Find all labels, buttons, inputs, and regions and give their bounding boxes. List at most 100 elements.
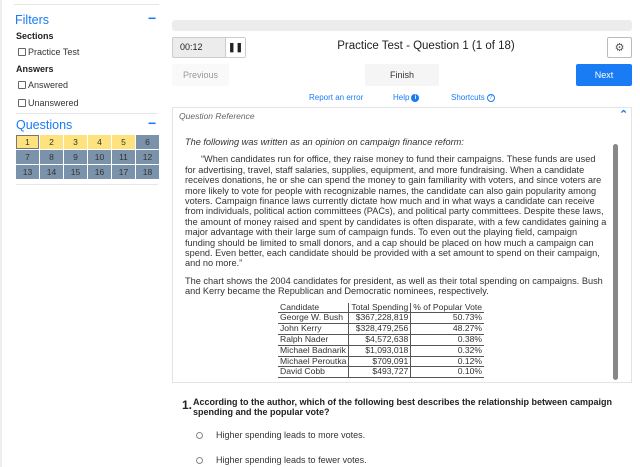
finish-button[interactable]: Finish bbox=[365, 64, 439, 86]
checkbox[interactable] bbox=[18, 48, 26, 56]
question-3-button[interactable]: 3 bbox=[64, 135, 87, 149]
progress-bar bbox=[172, 20, 632, 31]
option-label: Higher spending leads to more votes. bbox=[216, 430, 366, 440]
question-grid: 1 2 3 4 5 6 7 8 9 10 11 12 13 14 15 16 17 18 bbox=[16, 135, 159, 179]
table-cell: Michael Badnarik bbox=[278, 345, 349, 357]
table-cell: 0.12% bbox=[410, 356, 485, 368]
checkbox[interactable] bbox=[18, 81, 26, 89]
question-12-button[interactable]: 12 bbox=[136, 150, 159, 164]
divider bbox=[16, 184, 158, 185]
answer-option[interactable]: Higher spending leads to fewer votes. bbox=[196, 455, 367, 465]
table-cell: George W. Bush bbox=[278, 313, 349, 325]
help-link[interactable]: Help i bbox=[393, 93, 420, 102]
radio-button[interactable] bbox=[196, 456, 203, 464]
table-row: Ralph Nader $4,572,638 0.38% bbox=[278, 334, 485, 346]
table-row: David Cobb $493,727 0.10% bbox=[278, 367, 485, 379]
checkbox-label: Unanswered bbox=[28, 98, 79, 108]
answers-label: Answers bbox=[16, 64, 54, 74]
link-label: Help bbox=[393, 93, 410, 102]
question-11-button[interactable]: 11 bbox=[112, 150, 135, 164]
question-18-button[interactable]: 18 bbox=[136, 165, 159, 179]
table-cell: Ralph Nader bbox=[278, 334, 349, 346]
table-cell: Michael Peroutka bbox=[278, 356, 349, 368]
chart-intro: The chart shows the 2004 candidates for … bbox=[185, 275, 603, 297]
questions-title: Questions bbox=[16, 118, 73, 132]
table-row: John Kerry $328,479,256 48.27% bbox=[278, 323, 485, 336]
table-cell: 0.10% bbox=[410, 367, 485, 379]
timer: 00:12 ❚❚ bbox=[172, 37, 246, 58]
question-9-button[interactable]: 9 bbox=[64, 150, 87, 164]
radio-button[interactable] bbox=[196, 431, 203, 439]
table-cell: David Cobb bbox=[278, 367, 349, 379]
sections-label: Sections bbox=[16, 31, 54, 41]
previous-button[interactable]: Previous bbox=[172, 64, 229, 86]
question-number: 1. bbox=[182, 398, 193, 412]
question-2-button[interactable]: 2 bbox=[40, 135, 63, 149]
question-17-button[interactable]: 17 bbox=[112, 165, 135, 179]
option-label: Higher spending leads to fewer votes. bbox=[216, 455, 367, 465]
page-title: Practice Test - Question 1 (1 of 18) bbox=[337, 40, 515, 52]
table-row: George W. Bush $367,228,819 50.73% bbox=[278, 313, 485, 325]
table-cell: 50.73% bbox=[410, 313, 485, 325]
collapse-reference-button[interactable]: ⌃ bbox=[619, 108, 628, 121]
spending-table: Candidate Total Spending% of Popular Vote… bbox=[278, 302, 485, 379]
question-10-button[interactable]: 10 bbox=[88, 150, 111, 164]
sidebar: Filters − Sections Practice Test Answers… bbox=[0, 0, 162, 467]
question-5-button[interactable]: 5 bbox=[112, 135, 135, 149]
table-row: Michael Peroutka $709,091 0.12% bbox=[278, 356, 485, 368]
table-row: Michael Badnarik $1,093,018 0.32% bbox=[278, 345, 485, 357]
divider bbox=[14, 4, 159, 5]
filter-practice-test[interactable]: Practice Test bbox=[18, 47, 79, 57]
link-label: Shortcuts bbox=[451, 93, 485, 102]
question-6-button[interactable]: 6 bbox=[136, 135, 159, 149]
table-cell: $367,228,819 bbox=[348, 313, 411, 325]
question-4-button[interactable]: 4 bbox=[88, 135, 111, 149]
timer-value: 00:12 bbox=[180, 42, 203, 52]
link-label: Report an error bbox=[309, 93, 364, 102]
checkbox[interactable] bbox=[18, 99, 26, 107]
pause-icon: ❚❚ bbox=[227, 42, 244, 52]
question-14-button[interactable]: 14 bbox=[40, 165, 63, 179]
question-8-button[interactable]: 8 bbox=[40, 150, 63, 164]
settings-button[interactable]: ⚙ bbox=[607, 37, 632, 58]
passage-quote: “When candidates run for office, they ra… bbox=[185, 154, 607, 269]
chevron-up-icon: ⌃ bbox=[619, 109, 629, 121]
table-cell: 48.27% bbox=[410, 323, 485, 336]
passage-intro: The following was written as an opinion … bbox=[185, 137, 464, 147]
divider bbox=[16, 113, 158, 114]
collapse-questions-button[interactable]: − bbox=[148, 115, 157, 131]
question-text: According to the author, which of the fo… bbox=[193, 397, 613, 417]
report-error-link[interactable]: Report an error bbox=[309, 93, 363, 102]
scrollbar[interactable] bbox=[613, 144, 618, 380]
table-cell: Candidate bbox=[278, 302, 349, 314]
table-cell: $4,572,638 bbox=[348, 334, 411, 346]
collapse-filters-button[interactable]: − bbox=[148, 10, 157, 26]
filter-answered[interactable]: Answered bbox=[18, 80, 68, 90]
question-circle-icon: ? bbox=[486, 93, 495, 102]
next-button[interactable]: Next bbox=[576, 64, 632, 86]
table-cell: $1,093,018 bbox=[348, 345, 411, 357]
table-cell: % of Popular Vote bbox=[410, 302, 485, 314]
table-cell: 0.38% bbox=[410, 334, 485, 346]
question-16-button[interactable]: 16 bbox=[88, 165, 111, 179]
table-cell: Total Spending bbox=[348, 302, 411, 314]
table-cell: 0.32% bbox=[410, 345, 485, 357]
info-icon: i bbox=[411, 93, 420, 102]
filters-title: Filters bbox=[15, 13, 50, 27]
pause-button[interactable]: ❚❚ bbox=[225, 38, 245, 57]
gear-icon: ⚙ bbox=[614, 42, 625, 54]
shortcuts-link[interactable]: Shortcuts? bbox=[451, 93, 495, 102]
answer-option[interactable]: Higher spending leads to more votes. bbox=[196, 430, 365, 440]
question-1-button[interactable]: 1 bbox=[16, 135, 39, 149]
question-7-button[interactable]: 7 bbox=[16, 150, 39, 164]
filter-unanswered[interactable]: Unanswered bbox=[18, 98, 79, 108]
question-reference-panel: Question Reference ⌃ The following was w… bbox=[172, 107, 632, 383]
question-13-button[interactable]: 13 bbox=[16, 165, 39, 179]
table-cell: $709,091 bbox=[348, 356, 411, 368]
table-cell: John Kerry bbox=[278, 323, 349, 336]
checkbox-label: Answered bbox=[28, 80, 69, 90]
checkbox-label: Practice Test bbox=[28, 47, 80, 57]
reference-title: Question Reference bbox=[179, 111, 255, 121]
table-header: Candidate Total Spending% of Popular Vote bbox=[278, 302, 485, 314]
question-15-button[interactable]: 15 bbox=[64, 165, 87, 179]
